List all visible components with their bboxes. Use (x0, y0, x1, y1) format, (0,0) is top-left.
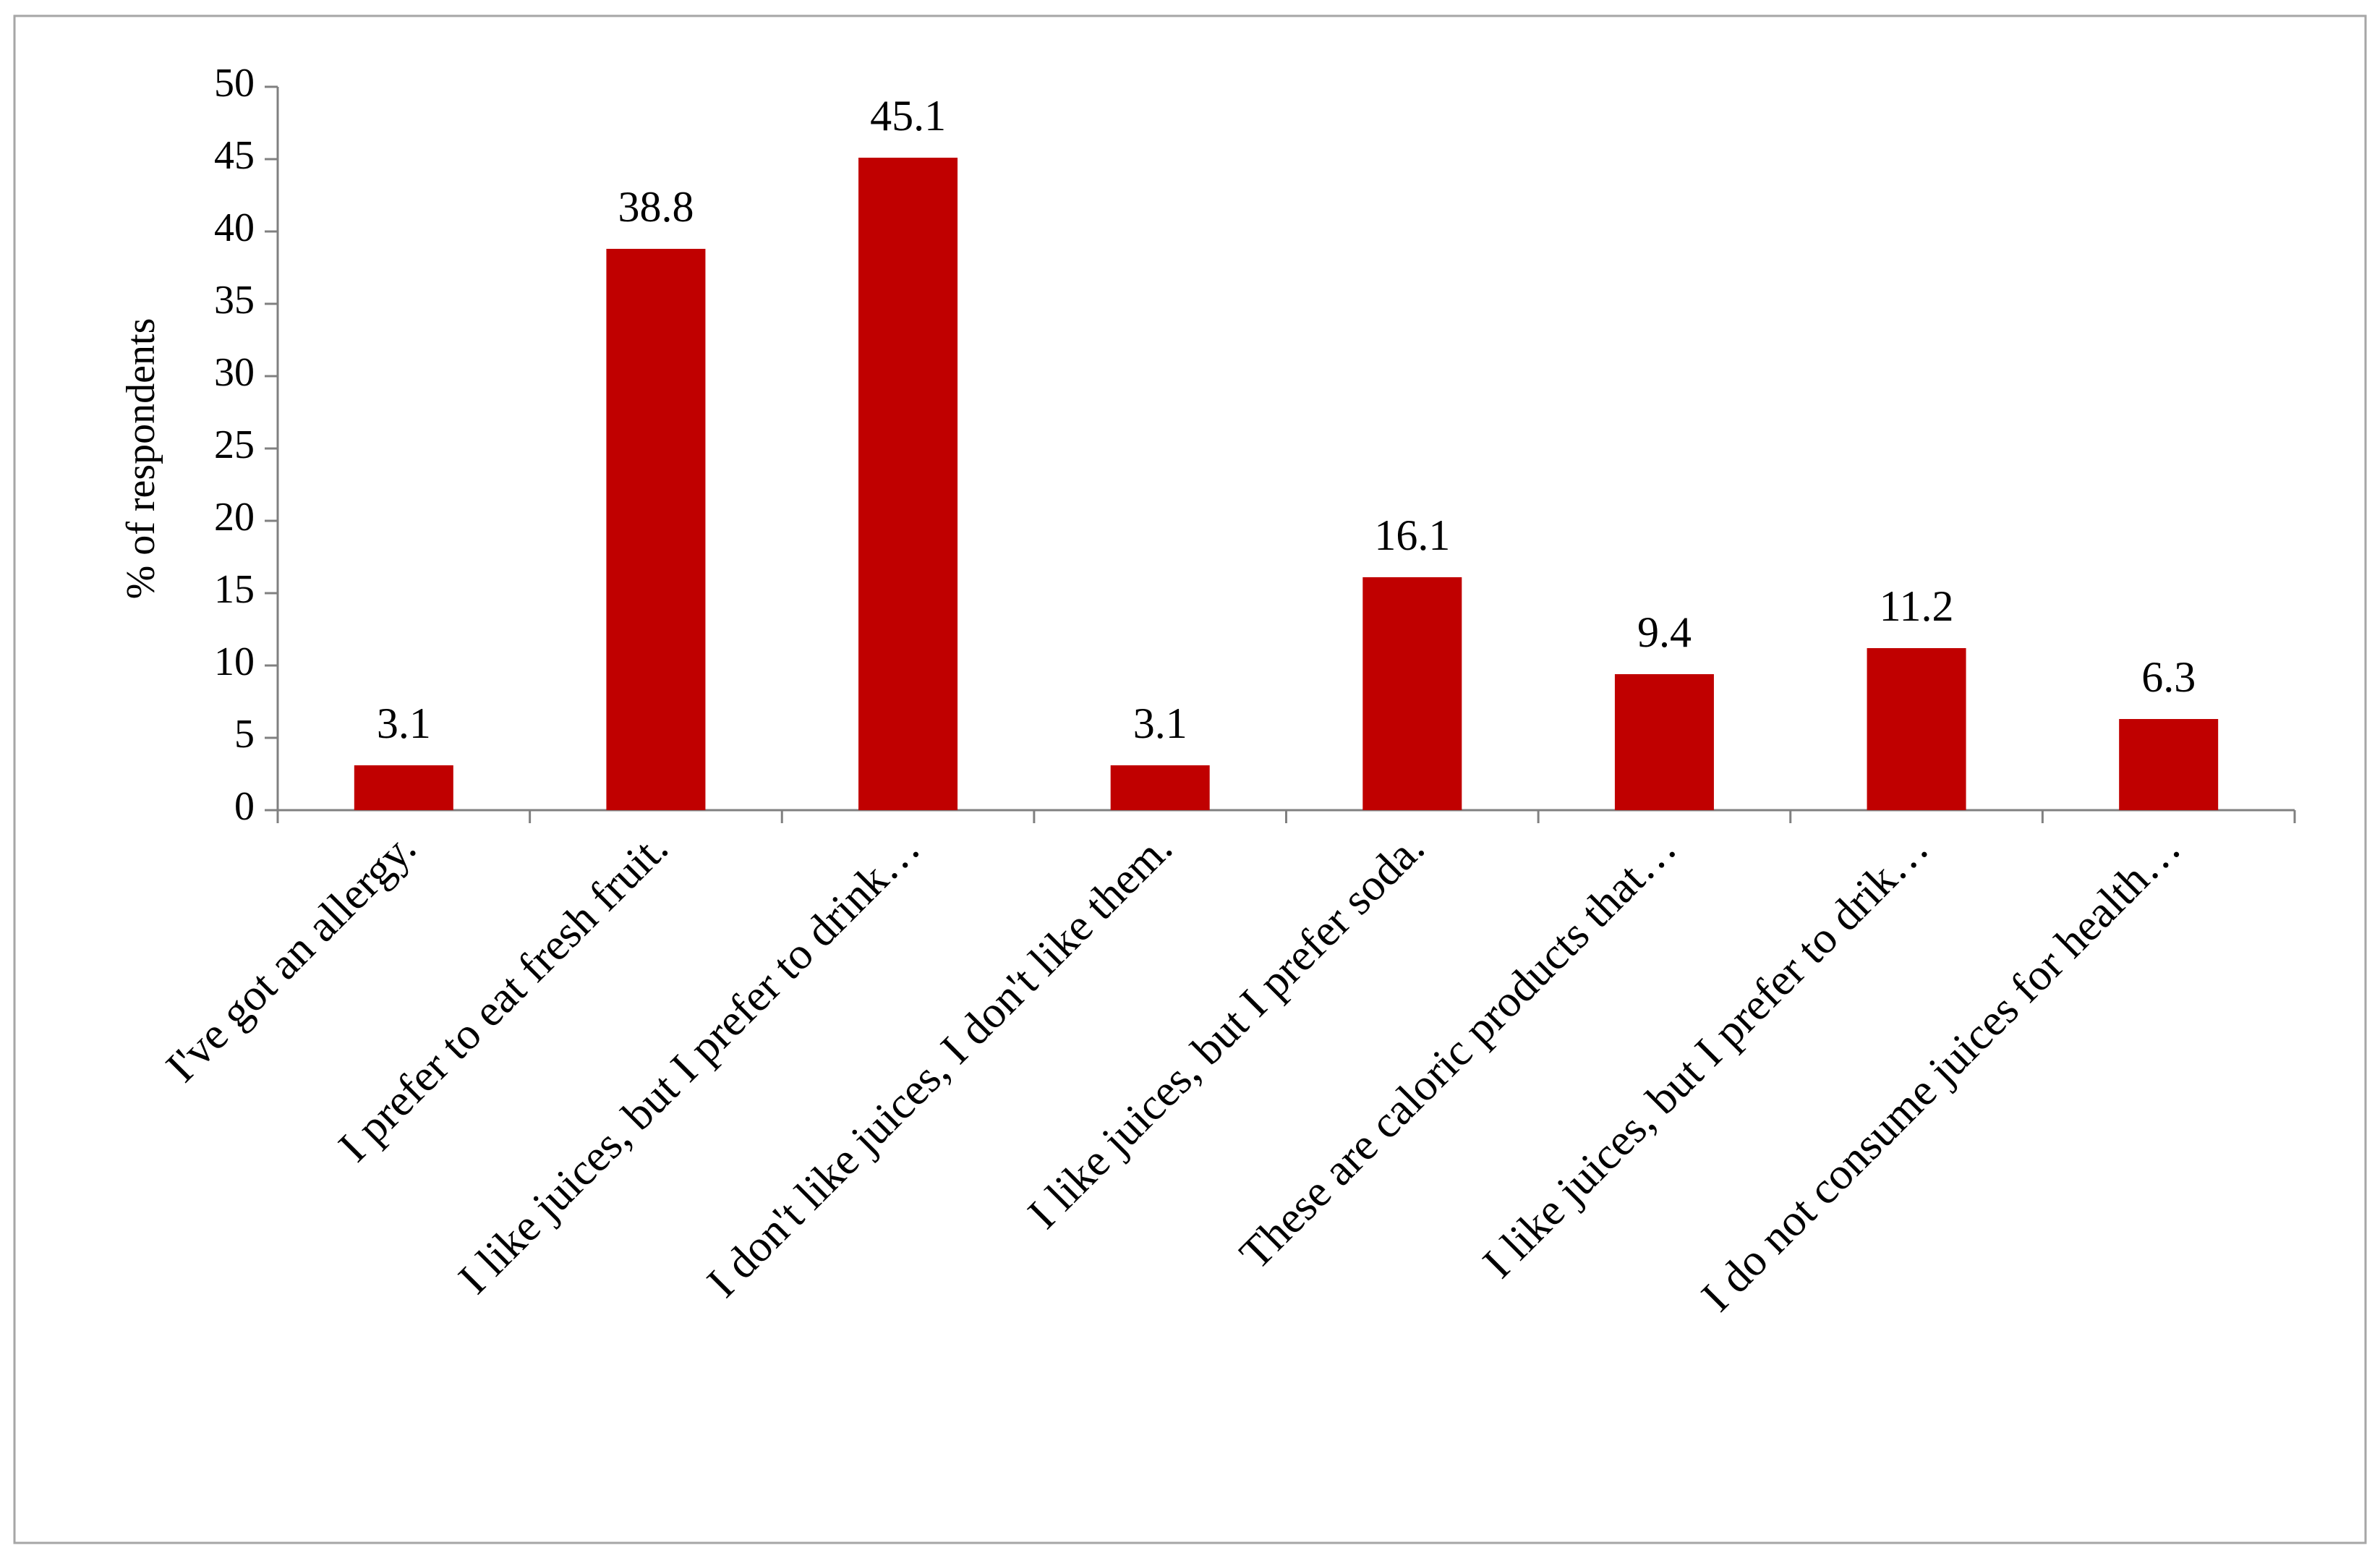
data-label: 16.1 (1374, 511, 1450, 559)
y-tick-label: 10 (214, 639, 255, 684)
y-tick-label: 25 (214, 422, 255, 467)
bar (858, 158, 958, 810)
data-label: 3.1 (377, 699, 431, 747)
data-label: 6.3 (2141, 653, 2196, 701)
bar (1110, 765, 1210, 810)
data-label: 38.8 (618, 183, 694, 231)
bar (1614, 674, 1714, 810)
bar (2119, 719, 2219, 810)
y-tick-label: 15 (214, 567, 255, 612)
y-tick-label: 0 (234, 784, 255, 829)
bar (1867, 648, 1966, 810)
data-label: 11.2 (1880, 582, 1954, 630)
bar (1362, 577, 1462, 810)
y-tick-label: 30 (214, 350, 255, 395)
y-tick-label: 20 (214, 495, 255, 540)
y-tick-label: 45 (214, 133, 255, 178)
bar (354, 765, 453, 810)
y-tick-label: 50 (214, 61, 255, 106)
y-tick-label: 35 (214, 278, 255, 323)
y-axis-label: % of respondents (119, 318, 163, 600)
y-axis-label-group: % of respondents (119, 318, 163, 600)
y-tick-label: 5 (234, 712, 255, 757)
data-label: 9.4 (1637, 608, 1692, 656)
data-label: 3.1 (1133, 699, 1187, 747)
data-label: 45.1 (870, 92, 946, 140)
y-tick-label: 40 (214, 205, 255, 250)
bar (606, 249, 706, 810)
